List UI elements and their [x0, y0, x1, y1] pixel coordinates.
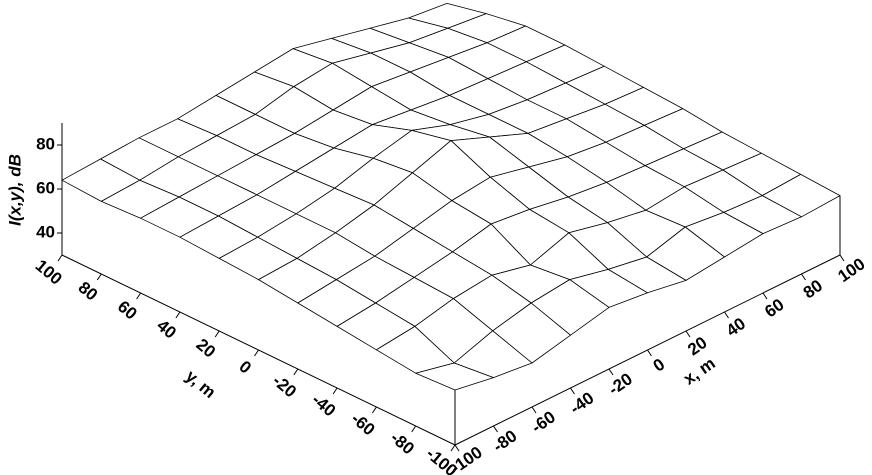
y-tick-label: 20 — [192, 335, 219, 362]
y-tick-label: -60 — [348, 409, 379, 439]
y-axis-title: y, m — [182, 366, 219, 402]
x-tick — [455, 445, 459, 451]
z-axis-title: I(x,y), dB — [5, 154, 24, 226]
x-tick — [648, 350, 652, 356]
y-tick — [58, 255, 62, 261]
y-tick — [333, 388, 337, 394]
x-tick-label: -80 — [489, 426, 520, 456]
x-tick — [763, 293, 767, 299]
y-tick — [294, 369, 298, 375]
x-tick-label: 100 — [834, 254, 868, 286]
y-tick-label: -20 — [269, 371, 300, 401]
y-tick — [97, 274, 101, 280]
y-tick-label: -40 — [308, 390, 339, 420]
x-tick-label: 60 — [761, 295, 787, 321]
y-tick — [176, 312, 180, 318]
x-tick — [494, 426, 498, 432]
y-tick-label: 80 — [75, 278, 102, 305]
y-tick — [451, 445, 455, 451]
x-axis-title: x, m — [680, 354, 719, 389]
y-tick-label: 100 — [32, 256, 66, 289]
x-tick-label: -20 — [605, 369, 636, 399]
z-tick-label: 60 — [36, 178, 55, 197]
x-tick — [686, 331, 690, 337]
chart: -100-80-60-40-20020406080100-100-80-60-4… — [0, 0, 872, 475]
z-tick-label: 80 — [36, 134, 55, 153]
x-tick-label: 40 — [723, 314, 749, 340]
y-tick — [412, 426, 416, 432]
y-tick-label: 40 — [153, 316, 180, 343]
y-tick — [255, 350, 259, 356]
x-tick — [802, 274, 806, 280]
x-tick-label: 80 — [800, 276, 826, 302]
x-tick — [532, 407, 536, 413]
y-tick-label: 0 — [235, 357, 254, 378]
z-tick-label: 40 — [36, 222, 55, 241]
x-tick — [571, 388, 575, 394]
y-tick — [215, 331, 219, 337]
y-tick-label: -80 — [387, 428, 418, 458]
y-tick-label: 60 — [114, 297, 141, 324]
x-tick-label: -60 — [528, 407, 559, 437]
x-tick — [840, 255, 844, 261]
x-tick — [725, 312, 729, 318]
y-tick — [137, 293, 141, 299]
x-tick-label: 0 — [650, 355, 669, 376]
x-tick-label: -40 — [566, 388, 597, 418]
y-tick — [372, 407, 376, 413]
x-tick — [609, 369, 613, 375]
